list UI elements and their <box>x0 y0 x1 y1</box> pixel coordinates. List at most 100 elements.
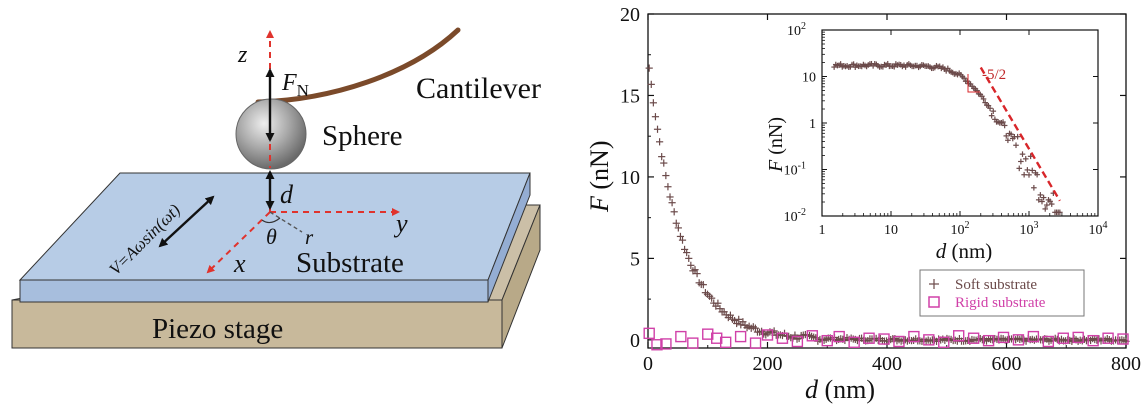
inset-soft-point <box>988 112 995 119</box>
rigid-substrate-point <box>953 330 965 342</box>
inset-soft-point <box>837 61 844 67</box>
soft-substrate-point <box>672 219 680 227</box>
rigid-substrate-point <box>821 334 833 347</box>
rigid-substrate-point <box>893 335 905 348</box>
inset-x-axis-label: d (nm) <box>936 239 993 263</box>
inset-soft-point <box>990 108 997 114</box>
rigid-substrate-point <box>938 336 950 348</box>
inset-soft-point <box>1037 192 1044 198</box>
legend-soft-marker <box>929 279 939 289</box>
rigid-substrate-point <box>1057 332 1069 344</box>
soft-substrate-point <box>656 138 664 146</box>
rigid-substrate-point <box>776 332 789 344</box>
inset-x-tick-label: 104 <box>1089 220 1108 238</box>
inset-x-tick-label: 103 <box>1020 220 1039 238</box>
rigid-substrate-point <box>806 330 819 342</box>
label-fn-sub: N <box>297 81 309 100</box>
inset-soft-point <box>1035 197 1042 203</box>
soft-substrate-point <box>770 327 778 335</box>
inset-x-tick-label: 1 <box>819 223 826 238</box>
rigid-substrate-point <box>761 329 774 341</box>
inset-x-tick-label: 102 <box>951 220 970 238</box>
main-x-tick-label: 600 <box>992 353 1022 375</box>
soft-substrate-point <box>735 315 743 323</box>
rigid-substrate-point <box>660 338 672 350</box>
main-x-tick-label: 200 <box>753 353 783 375</box>
inset-y-tick-label: 10-1 <box>784 161 806 179</box>
inset-soft-point <box>1018 158 1024 165</box>
main-x-axis-label: d (nm) <box>805 375 875 404</box>
soft-substrate-point <box>693 270 701 278</box>
soft-substrate-point <box>676 232 685 241</box>
soft-substrate-point <box>664 183 672 191</box>
label-cantilever: Cantilever <box>416 72 541 105</box>
rigid-substrate-point <box>982 334 995 347</box>
rigid-substrate-point <box>1087 334 1099 347</box>
soft-substrate-point <box>791 331 799 339</box>
rigid-substrate-point <box>734 330 747 343</box>
inset-soft-point <box>1042 206 1049 212</box>
rigid-substrate-point <box>675 330 687 343</box>
inset-fit-line <box>979 66 1061 202</box>
legend-frame <box>919 269 1085 317</box>
schematic-panel: z FN Cantilever Sphere d y x θ r V=Aωsin… <box>11 27 541 349</box>
inset-y-tick-label: 10 <box>802 71 816 86</box>
legend-rigid-marker <box>928 296 940 308</box>
main-y-tick-label: 5 <box>630 248 640 270</box>
soft-substrate-point <box>726 311 734 319</box>
main-y-axis-label: F (nN) <box>585 141 614 213</box>
rigid-substrate-point <box>687 337 699 349</box>
main-x-tick-label: 0 <box>643 353 653 375</box>
inset-soft-point <box>1021 171 1027 178</box>
soft-substrate-point <box>653 125 662 133</box>
main-chart: 0 200 400 600 800 0 5 10 15 20 F (nN) d (nm) Soft… <box>585 4 1141 404</box>
main-x-tick-label: 400 <box>872 353 902 375</box>
soft-substrate-point <box>658 153 666 161</box>
soft-substrate-point <box>714 299 722 307</box>
soft-substrate-point <box>685 254 693 262</box>
legend-soft-plus <box>929 279 939 289</box>
inset-y-tick-label: 10-2 <box>784 207 806 225</box>
soft-substrate-point <box>666 193 674 201</box>
main-y-tick-label: 10 <box>620 167 640 189</box>
rigid-substrate-point <box>719 336 732 348</box>
label-piezo-stage: Piezo stage <box>152 313 283 345</box>
inset-y-tick-label: 1 <box>809 117 816 132</box>
inset-x-tick-exponent: 2 <box>965 220 970 231</box>
main-legend: Soft substrate Rigid substrate <box>919 269 1085 317</box>
inset-soft-point <box>1040 194 1047 201</box>
soft-substrate-point <box>691 266 699 274</box>
label-x: x <box>233 249 246 278</box>
soft-substrate-point <box>649 99 657 107</box>
label-sphere: Sphere <box>322 120 403 152</box>
rigid-substrate-point <box>1117 333 1129 345</box>
soft-substrate-point <box>751 324 759 332</box>
soft-substrate-point <box>662 171 670 180</box>
rigid-substrate-point <box>833 330 845 343</box>
label-theta: θ <box>266 224 277 249</box>
rigid-substrate-point <box>878 333 890 345</box>
label-r: r <box>305 225 314 249</box>
rigid-substrate-point <box>711 332 723 344</box>
theta-arc <box>261 217 281 224</box>
velocity-double-arrow <box>158 195 215 248</box>
inset-soft-point <box>1013 142 1019 149</box>
rigid-substrate-point <box>1102 332 1114 344</box>
soft-substrate-point <box>678 236 687 244</box>
rigid-substrate-point <box>651 339 663 351</box>
inset-y-tick-exponent: 2 <box>801 21 806 32</box>
rigid-substrate-point <box>908 330 920 343</box>
inset-x-tick-exponent: 3 <box>1034 220 1039 231</box>
inset-soft-point <box>1016 165 1023 172</box>
inset-y-tick-exponent: -2 <box>798 207 806 218</box>
inset-soft-point <box>1057 209 1063 216</box>
inset-soft-point <box>850 61 857 67</box>
inset-soft-point <box>891 63 898 70</box>
rigid-substrate-point <box>997 331 1010 344</box>
rigid-substrate-point <box>923 334 935 346</box>
soft-substrate-point <box>687 261 695 269</box>
soft-substrate-point <box>674 224 682 232</box>
inset-soft-point <box>1000 119 1006 125</box>
rigid-substrate-point <box>848 336 860 348</box>
